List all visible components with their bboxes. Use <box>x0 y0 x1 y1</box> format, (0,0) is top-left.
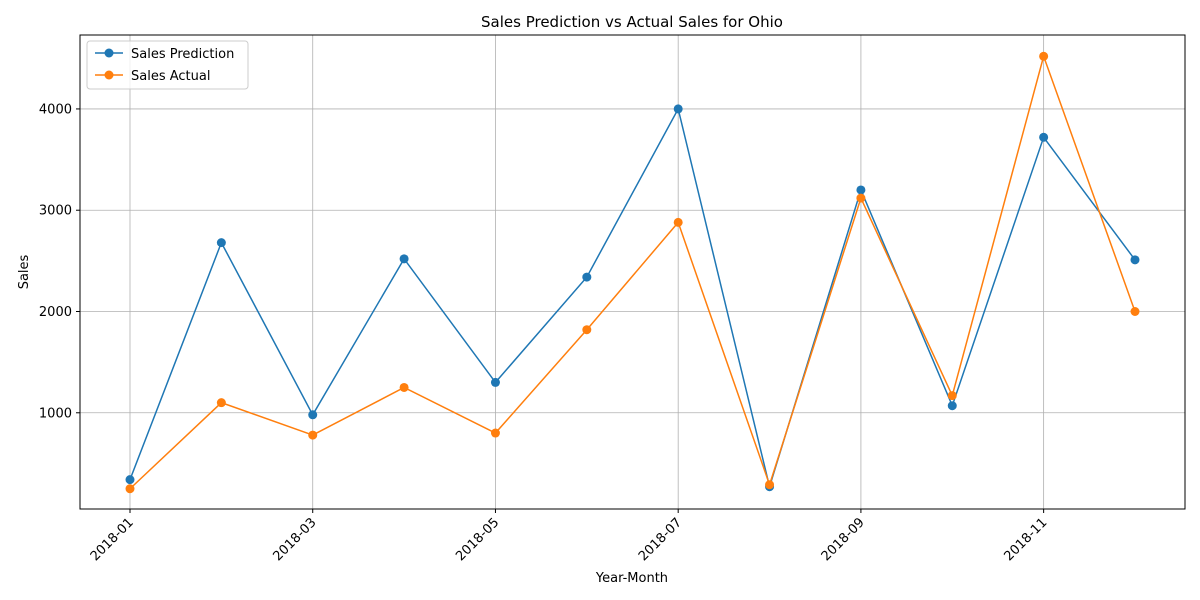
data-point-sales-actual <box>856 193 866 203</box>
data-point-sales-actual <box>490 428 500 438</box>
data-point-sales-prediction <box>856 185 866 195</box>
chart-title: Sales Prediction vs Actual Sales for Ohi… <box>481 13 783 31</box>
data-point-sales-prediction <box>673 104 683 114</box>
legend-marker-sales-prediction <box>104 48 114 58</box>
data-point-sales-actual <box>947 391 957 401</box>
data-point-sales-actual <box>308 430 318 440</box>
legend-label-sales-prediction: Sales Prediction <box>131 47 234 62</box>
y-axis-label: Sales <box>17 254 32 289</box>
plot-frame <box>79 34 1186 510</box>
y-tick-label: 4000 <box>39 102 72 117</box>
series-line-sales-prediction <box>129 106 1136 490</box>
series-group <box>125 51 1140 494</box>
legend-marker-sales-actual <box>104 70 114 80</box>
data-point-sales-actual <box>582 325 592 335</box>
series-line-sales-actual <box>129 53 1136 490</box>
data-point-sales-actual <box>1039 51 1049 61</box>
data-point-sales-actual <box>673 217 683 227</box>
data-point-sales-actual <box>765 480 775 490</box>
data-point-sales-prediction <box>490 377 500 387</box>
data-point-sales-prediction <box>947 401 957 411</box>
data-point-sales-actual <box>399 382 409 392</box>
y-tick-label: 1000 <box>39 406 72 421</box>
x-axis-label: Year-Month <box>595 571 668 586</box>
data-point-sales-actual <box>216 398 226 408</box>
data-point-sales-actual <box>125 484 135 494</box>
legend-box <box>86 40 249 90</box>
legend: Sales Prediction Sales Actual <box>86 40 249 90</box>
legend-label-sales-actual: Sales Actual <box>131 69 210 84</box>
grid-lines <box>80 35 1185 509</box>
data-point-sales-prediction <box>125 475 135 485</box>
data-point-sales-prediction <box>308 410 318 420</box>
data-point-sales-prediction <box>582 272 592 282</box>
data-point-sales-prediction <box>216 238 226 248</box>
y-tick-label: 3000 <box>39 204 72 219</box>
data-point-sales-prediction <box>399 254 409 264</box>
y-tick-label: 2000 <box>39 305 72 320</box>
data-point-sales-actual <box>1130 307 1140 316</box>
data-point-sales-prediction <box>1039 132 1049 142</box>
data-point-sales-prediction <box>1130 255 1140 265</box>
